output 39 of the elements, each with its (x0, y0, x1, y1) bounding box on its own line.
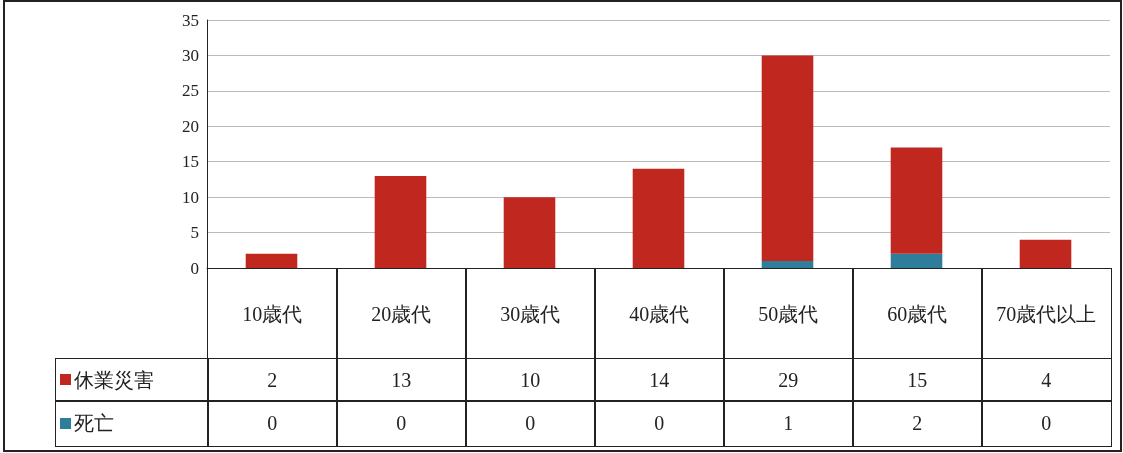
bar (761, 260, 814, 268)
x-tick-label: 70歳代以上 (981, 268, 1112, 359)
y-tick-label: 20 (182, 116, 199, 136)
bar (890, 253, 943, 268)
data-label: 1 (723, 400, 854, 447)
bar (374, 175, 427, 268)
y-tick-label: 15 (182, 152, 199, 172)
y-tick-label: 25 (182, 81, 199, 101)
x-tick-label: 30歳代 (465, 268, 596, 359)
y-tick-label: 0 (190, 258, 199, 278)
x-tick-label: 60歳代 (852, 268, 983, 359)
data-label: 0 (336, 400, 467, 447)
bar (761, 55, 814, 261)
data-label: 10 (465, 358, 596, 402)
data-label: 4 (981, 358, 1112, 402)
x-tick-label: 50歳代 (723, 268, 854, 359)
x-tick-label: 20歳代 (336, 268, 467, 359)
data-label: 2 (852, 400, 983, 447)
legend-label: 休業災害 (55, 358, 209, 402)
bar (632, 168, 685, 268)
data-label: 29 (723, 358, 854, 402)
bar (503, 197, 556, 268)
bar (890, 147, 943, 254)
y-tick-label: 30 (182, 45, 199, 65)
data-label: 0 (594, 400, 725, 447)
data-label: 13 (336, 358, 467, 402)
data-label: 0 (981, 400, 1112, 447)
x-tick-label: 40歳代 (594, 268, 725, 359)
data-label: 14 (594, 358, 725, 402)
y-tick-label: 35 (182, 10, 199, 30)
data-label: 2 (207, 358, 338, 402)
bar (1019, 239, 1072, 268)
data-label: 0 (465, 400, 596, 447)
x-tick-label: 10歳代 (207, 268, 338, 359)
legend-label: 死亡 (55, 400, 209, 447)
data-label: 15 (852, 358, 983, 402)
bar (245, 253, 298, 268)
y-tick-label: 5 (190, 223, 199, 243)
y-tick-label: 10 (182, 187, 199, 207)
